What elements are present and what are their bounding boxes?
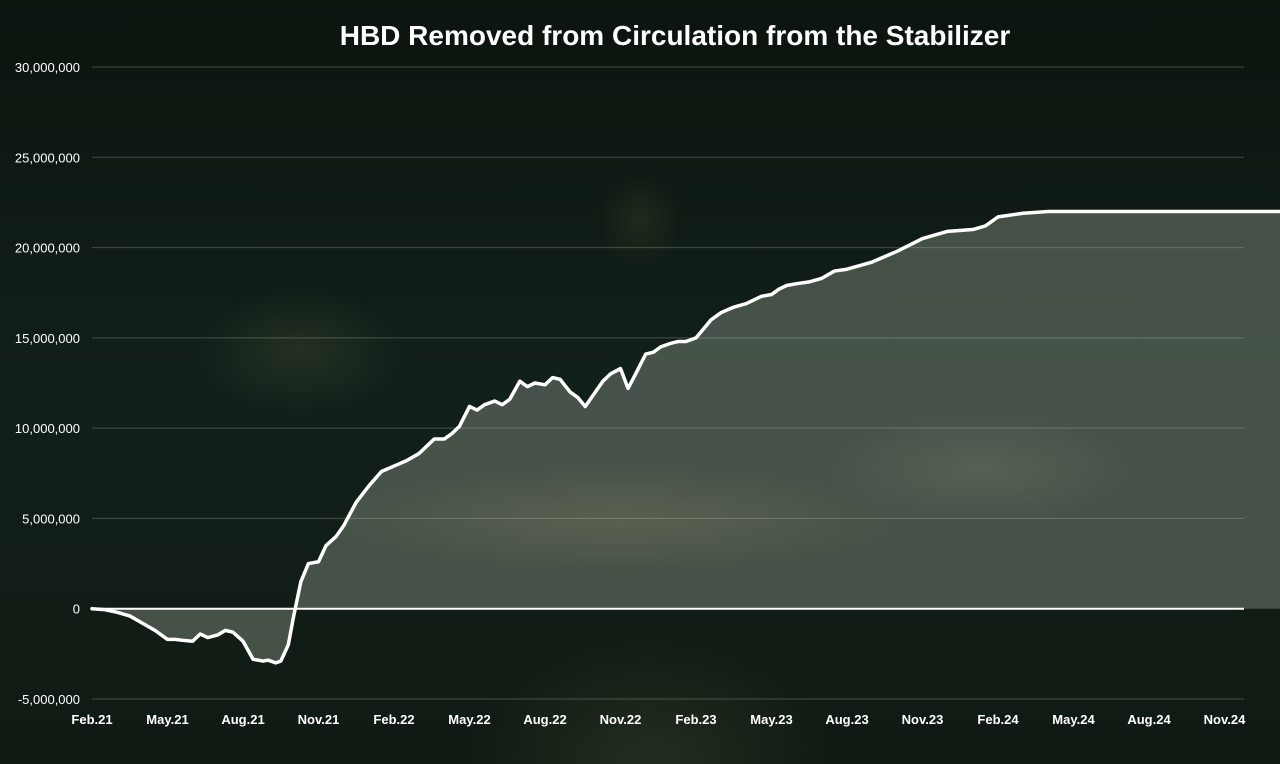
x-tick-label: Nov.22 <box>600 712 642 727</box>
x-tick-label: Feb.24 <box>977 712 1019 727</box>
x-tick-label: Aug.24 <box>1127 712 1171 727</box>
x-tick-label: May.22 <box>448 712 490 727</box>
x-tick-label: Nov.23 <box>902 712 944 727</box>
x-tick-label: Aug.23 <box>825 712 868 727</box>
x-tick-label: Aug.21 <box>221 712 264 727</box>
y-tick-label: 15,000,000 <box>15 331 80 346</box>
x-tick-label: Feb.21 <box>71 712 112 727</box>
series-area-fill <box>92 211 1280 663</box>
series-line <box>90 209 1280 665</box>
x-tick-label: May.23 <box>750 712 792 727</box>
y-axis-ticks: -5,000,000 0 5,000,000 10,000,000 15,000,000… <box>15 60 80 707</box>
y-tick-label: 20,000,000 <box>15 241 80 256</box>
x-tick-label: May.24 <box>1052 712 1095 727</box>
y-tick-label: 25,000,000 <box>15 150 80 165</box>
x-tick-label: May.21 <box>146 712 188 727</box>
y-tick-label: 0 <box>73 602 80 617</box>
x-tick-label: Aug.22 <box>523 712 566 727</box>
chart-title: HBD Removed from Circulation from the St… <box>340 20 1011 51</box>
area-layer <box>90 209 1280 665</box>
x-tick-label: Nov.24 <box>1204 712 1246 727</box>
y-tick-label: 30,000,000 <box>15 60 80 75</box>
y-tick-label: 10,000,000 <box>15 421 80 436</box>
y-tick-label: 5,000,000 <box>22 511 80 526</box>
x-axis-ticks: Feb.21 May.21 Aug.21 Nov.21 Feb.22 May.22 Aug.… <box>71 712 1246 727</box>
x-tick-label: Feb.23 <box>675 712 716 727</box>
x-tick-label: Feb.22 <box>373 712 414 727</box>
x-tick-label: Nov.21 <box>298 712 340 727</box>
y-tick-label: -5,000,000 <box>18 692 80 707</box>
